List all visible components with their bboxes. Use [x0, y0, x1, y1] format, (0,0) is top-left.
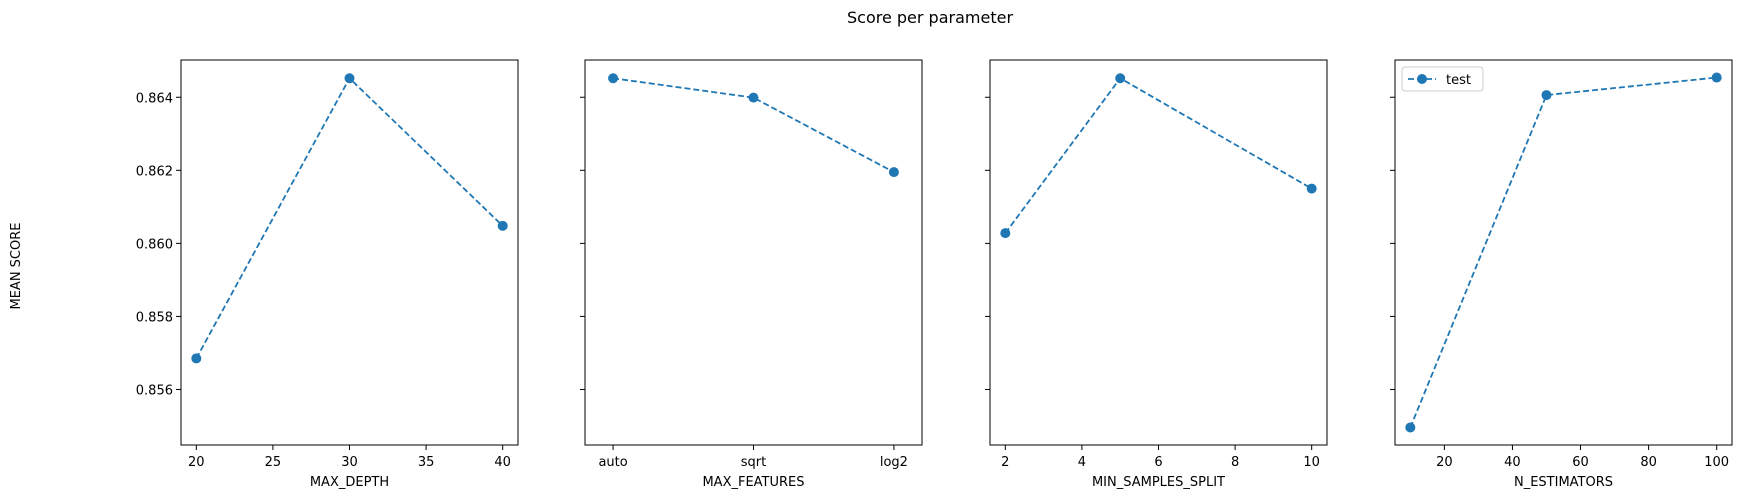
- series-line: [612, 77, 895, 173]
- series-line: [1004, 77, 1313, 234]
- figure-ylabel: MEAN SCORE: [9, 223, 24, 310]
- legend: test: [1401, 66, 1484, 92]
- x-tick-label: 20: [188, 455, 205, 470]
- data-point: [191, 353, 202, 364]
- subplot-2: auto sqrt log2 MAX_FEATURES: [580, 59, 923, 490]
- x-tick-label: 35: [418, 455, 435, 470]
- data-point: [1711, 72, 1722, 83]
- series-line: [195, 76, 504, 359]
- y-tick-label: 0.856: [136, 383, 173, 398]
- x-tick-label: log2: [880, 455, 908, 470]
- x-tick-label: 100: [1704, 455, 1729, 470]
- x-tick-label: 6: [1154, 455, 1162, 470]
- x-tick-label: 4: [1078, 455, 1086, 470]
- data-point: [1306, 183, 1317, 194]
- data-point: [344, 73, 355, 84]
- figure-title: Score per parameter: [847, 8, 1013, 27]
- legend-box: [1401, 66, 1484, 92]
- x-tick-label: auto: [598, 455, 627, 470]
- x-tick-label: 25: [265, 455, 282, 470]
- data-point: [1405, 422, 1416, 433]
- y-tick-label: 0.862: [136, 164, 173, 179]
- x-axis-label: MIN_SAMPLES_SPLIT: [1092, 475, 1225, 490]
- data-point: [888, 167, 899, 178]
- y-tick-label: 0.864: [136, 91, 173, 106]
- x-tick-label: 40: [494, 455, 511, 470]
- x-tick-label: 80: [1640, 455, 1657, 470]
- series-line: [1409, 76, 1717, 428]
- legend-marker: [1417, 74, 1427, 84]
- y-tick-label: 0.860: [136, 237, 173, 252]
- x-tick-label: 2: [1001, 455, 1009, 470]
- axes-frame: [180, 59, 519, 446]
- subplot-1: 0.856 0.858 0.860 0.862 0.864 20 25 30 35 40 MAX_D…: [136, 59, 519, 490]
- axes-frame: [584, 59, 923, 446]
- data-point: [1115, 73, 1126, 84]
- data-point: [1541, 90, 1552, 101]
- subplots: 0.856 0.858 0.860 0.862 0.864 20 25 30 35 40 MAX_D…: [136, 59, 1733, 490]
- data-point: [497, 220, 508, 231]
- subplot-4: 20 40 60 80 100 N_ESTIMATORS test: [1390, 59, 1733, 490]
- x-tick-label: 8: [1231, 455, 1239, 470]
- x-tick-label: 40: [1504, 455, 1521, 470]
- data-point: [1000, 228, 1011, 239]
- subplot-3: 2 4 6 8 10 MIN_SAMPLES_SPLIT: [985, 59, 1328, 490]
- x-axis-label: N_ESTIMATORS: [1514, 475, 1613, 490]
- x-tick-label: 10: [1303, 455, 1320, 470]
- data-point: [748, 92, 759, 103]
- axes-frame: [1394, 59, 1733, 446]
- data-point: [608, 73, 619, 84]
- axes-frame: [989, 59, 1328, 446]
- legend-label: test: [1446, 73, 1471, 88]
- x-tick-label: sqrt: [741, 455, 766, 470]
- y-tick-label: 0.858: [136, 310, 173, 325]
- x-tick-label: 20: [1436, 455, 1453, 470]
- x-axis-label: MAX_DEPTH: [310, 475, 389, 490]
- x-axis-label: MAX_FEATURES: [702, 475, 804, 490]
- x-tick-label: 30: [341, 455, 358, 470]
- x-tick-label: 60: [1572, 455, 1589, 470]
